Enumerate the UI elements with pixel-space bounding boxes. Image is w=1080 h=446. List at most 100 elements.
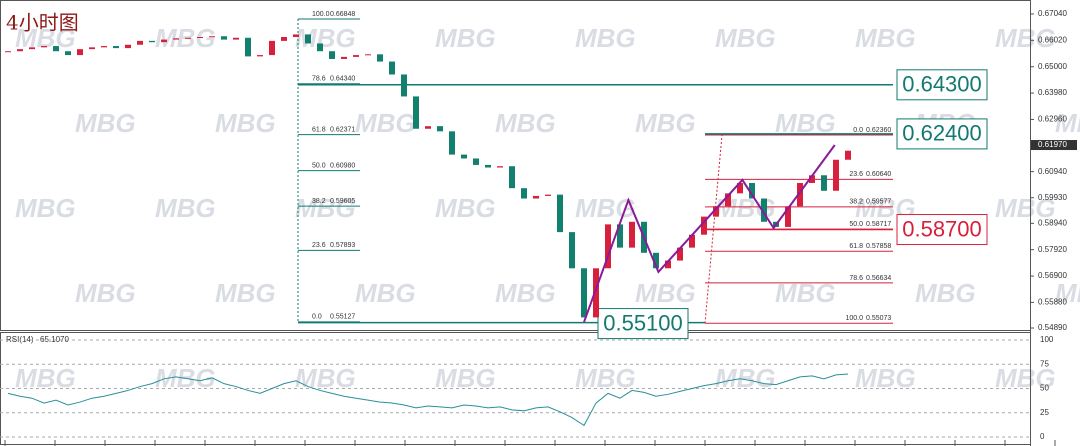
current-price-label: 0.61970 xyxy=(1038,140,1067,149)
y-tick-label: 0.66020 xyxy=(1038,35,1067,44)
candle xyxy=(305,34,311,44)
fib-price: 0.59605 xyxy=(330,198,355,205)
candle xyxy=(689,234,695,248)
fib-price: 0.64340 xyxy=(330,76,355,83)
candle xyxy=(377,54,383,62)
candle xyxy=(65,51,71,56)
fib-price: 0.66848 xyxy=(330,11,355,18)
y-tick-label: 0.67040 xyxy=(1038,9,1067,18)
watermark: MBG xyxy=(295,363,356,393)
candle xyxy=(593,268,599,318)
fib-price: 0.58717 xyxy=(866,221,891,228)
watermark: MBG xyxy=(15,193,76,223)
y-tick-label: 0.57920 xyxy=(1038,245,1067,254)
fib-ratio: 38.2 xyxy=(849,199,863,206)
watermark: MBG xyxy=(1055,108,1080,138)
fib-ratio: 100.0 xyxy=(845,315,863,322)
candle xyxy=(17,49,23,52)
candle xyxy=(53,46,59,52)
candle xyxy=(605,224,611,269)
rsi-tick-label: 50 xyxy=(1040,384,1049,393)
candle xyxy=(545,194,551,196)
y-tick-label: 0.65000 xyxy=(1038,62,1067,71)
watermark: MBG xyxy=(995,193,1056,223)
watermark: MBG xyxy=(15,363,76,393)
candle xyxy=(461,154,467,159)
candle xyxy=(701,216,707,235)
candle xyxy=(149,40,155,43)
fib-ratio: 100.0 xyxy=(312,11,330,18)
candle xyxy=(833,159,839,191)
key-level-box xyxy=(896,118,988,150)
current-price-box xyxy=(1031,140,1077,151)
y-tick-label: 0.62960 xyxy=(1038,115,1067,124)
watermark: MBG xyxy=(155,193,216,223)
rsi-line xyxy=(7,373,849,427)
candle xyxy=(617,224,623,248)
key-level-label: 0.55100 xyxy=(603,310,683,335)
watermark: MBG xyxy=(435,363,496,393)
candle xyxy=(737,183,743,194)
candle xyxy=(509,166,515,189)
candle xyxy=(317,43,323,52)
rsi-tick-label: 100 xyxy=(1040,335,1054,344)
candle xyxy=(845,150,851,160)
candle xyxy=(569,232,575,269)
candle xyxy=(197,37,203,39)
key-level-label: 0.58700 xyxy=(902,216,982,241)
watermark: MBG xyxy=(575,23,636,53)
candle xyxy=(653,252,659,269)
candle xyxy=(449,131,455,155)
watermark: MBG xyxy=(495,278,556,308)
watermark: MBG xyxy=(715,23,776,53)
candle xyxy=(29,47,35,50)
watermark: MBG xyxy=(915,278,976,308)
fib-ratio: 0.0 xyxy=(312,314,322,321)
watermark: MBG xyxy=(215,278,276,308)
zigzag xyxy=(583,144,836,323)
watermark: MBG xyxy=(215,108,276,138)
candle xyxy=(41,46,47,48)
watermark: MBG xyxy=(295,23,356,53)
watermark: MBG xyxy=(635,278,696,308)
fib-price: 0.60640 xyxy=(866,171,891,178)
candle xyxy=(185,37,191,39)
candle xyxy=(89,47,95,50)
fib-ratio: 23.6 xyxy=(849,171,863,178)
watermark: MBG xyxy=(435,23,496,53)
fib-price: 0.55073 xyxy=(866,315,891,322)
candle xyxy=(77,49,83,56)
candle xyxy=(485,164,491,168)
watermark: MBG xyxy=(15,23,76,53)
watermark: MBG xyxy=(775,278,836,308)
key-level-label: 0.62400 xyxy=(902,121,982,146)
candle xyxy=(245,37,251,57)
y-tick-label: 0.56900 xyxy=(1038,271,1067,280)
fib-ratio: 78.6 xyxy=(312,76,326,83)
key-level-box xyxy=(896,69,988,101)
candle xyxy=(329,51,335,59)
y-tick-label: 0.60940 xyxy=(1038,167,1067,176)
watermark: MBG xyxy=(715,363,776,393)
candle xyxy=(257,55,263,57)
candle xyxy=(221,36,227,40)
candle xyxy=(473,158,479,165)
candle xyxy=(521,188,527,199)
candle xyxy=(797,183,803,207)
watermark: MBG xyxy=(435,193,496,223)
watermark: MBG xyxy=(855,363,916,393)
fib-ratio: 0.0 xyxy=(853,127,863,134)
watermark: MBG xyxy=(575,363,636,393)
fib-price: 0.57893 xyxy=(330,242,355,249)
watermark: MBG xyxy=(855,23,916,53)
watermark: MBG xyxy=(495,108,556,138)
candle xyxy=(533,195,539,199)
candle xyxy=(5,51,11,53)
rsi-tick-label: 0 xyxy=(1040,432,1045,441)
candle xyxy=(785,206,791,227)
candle xyxy=(209,36,215,38)
candle xyxy=(581,268,587,318)
key-level-label: 0.64300 xyxy=(902,72,982,97)
fib-ratio: 50.0 xyxy=(312,162,326,169)
